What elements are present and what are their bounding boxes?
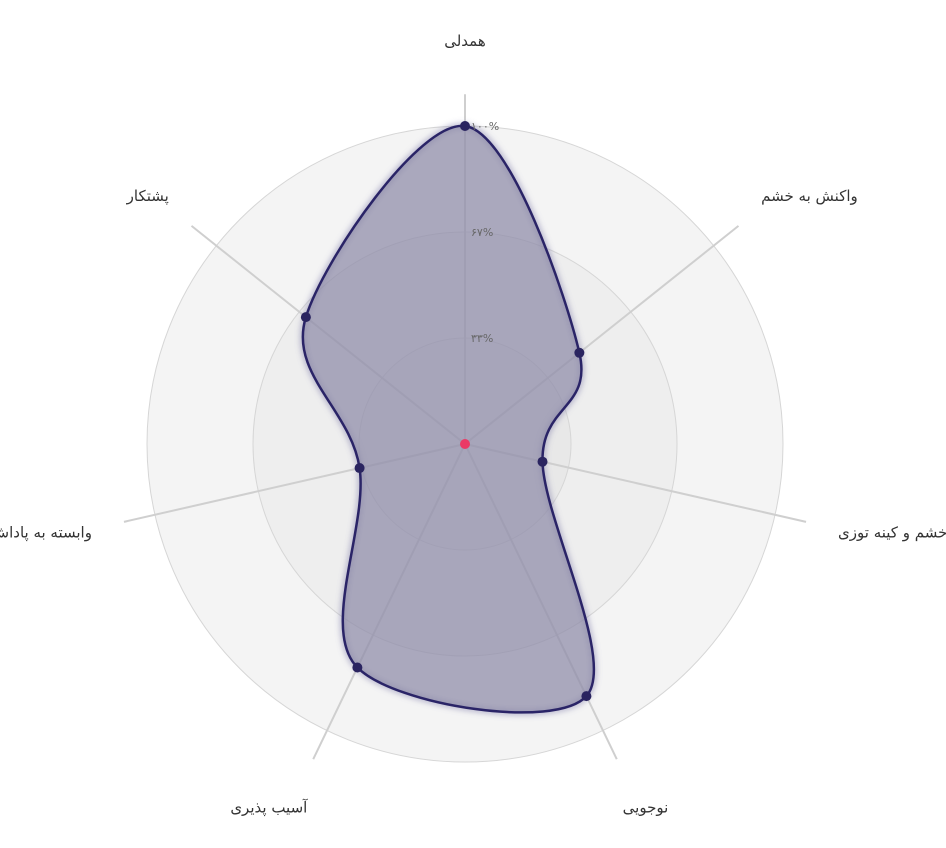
data-point-3[interactable] <box>537 456 548 467</box>
axis-label-2: واکنش به خشم <box>761 187 858 205</box>
axis-label-1: همدلی <box>444 32 486 50</box>
axis-labels: همدلی واکنش به خشم خشم و کینه توزی نوجویی آس… <box>0 32 946 818</box>
data-point-6[interactable] <box>354 463 365 474</box>
tick-label-2: ۶۷% <box>471 226 493 239</box>
axis-label-7: پشتکار <box>126 187 169 206</box>
center-point <box>460 439 470 449</box>
data-point-7[interactable] <box>300 312 311 323</box>
tick-label-3: ۱۰۰% <box>471 120 499 133</box>
data-point-4[interactable] <box>581 691 592 702</box>
axis-label-6: وابسته به پاداش <box>0 524 92 543</box>
data-point-2[interactable] <box>574 347 585 358</box>
axis-label-3: خشم و کینه توزی <box>838 524 946 542</box>
axis-label-5: آسیب پذیری <box>230 799 308 818</box>
tick-labels: ۳۳% ۶۷% ۱۰۰% <box>471 120 499 345</box>
series-area-path <box>301 124 596 714</box>
tick-label-1: ۳۳% <box>471 332 493 345</box>
data-point-5[interactable] <box>352 662 363 673</box>
data-point-1[interactable] <box>460 121 470 131</box>
axis-label-4: نوجویی <box>623 799 669 817</box>
series-area <box>299 121 597 716</box>
